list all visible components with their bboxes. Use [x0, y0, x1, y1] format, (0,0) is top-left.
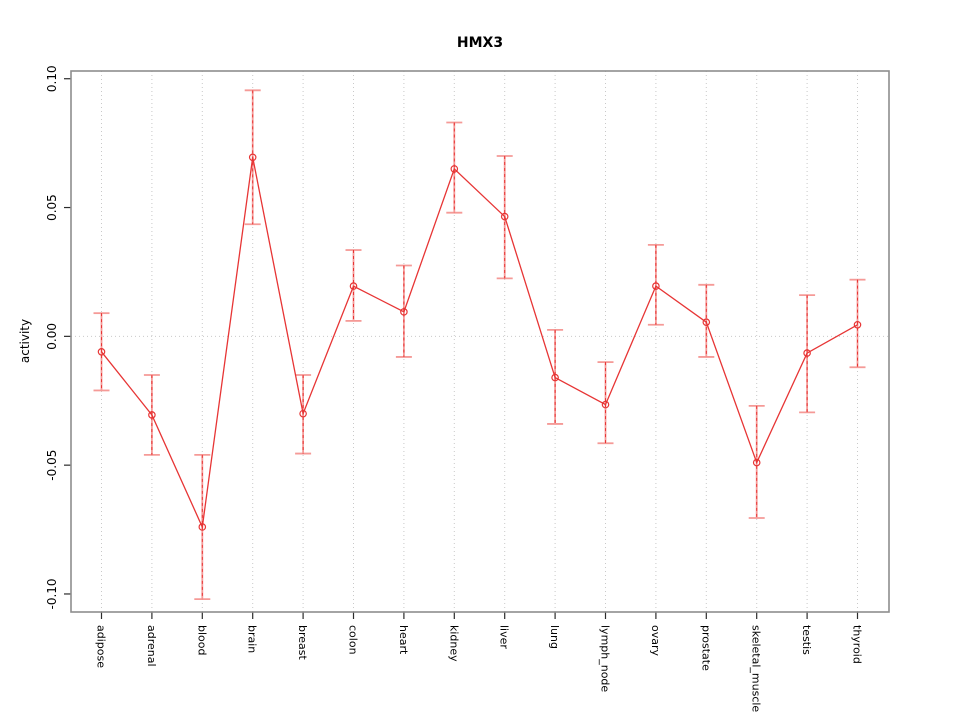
x-tick-label: lymph_node [599, 625, 612, 692]
data-point [752, 458, 761, 467]
y-axis-label: activity [18, 319, 32, 363]
x-tick-label: heart [397, 625, 410, 655]
x-tick-label: lung [548, 625, 561, 649]
series-line [100, 157, 858, 530]
data-point [500, 212, 509, 221]
y-tick-label: 0.10 [45, 65, 59, 92]
x-tick-label: ovary [649, 625, 662, 657]
plot-border [70, 70, 890, 613]
data-point [198, 523, 207, 531]
x-tick-label: thyroid [851, 625, 864, 664]
x-tick-label: liver [498, 625, 511, 649]
data-point [400, 308, 408, 316]
data-point [450, 165, 459, 173]
y-tick-label: 0.00 [45, 323, 59, 350]
x-tick-label: blood [195, 625, 208, 655]
data-point [551, 373, 559, 382]
data-point [148, 411, 156, 419]
x-tick-label: colon [347, 625, 360, 655]
data-point [299, 409, 307, 418]
y-tick-label: -0.10 [45, 578, 59, 609]
data-point [601, 400, 610, 409]
chart-title: HMX3 [457, 35, 503, 51]
data-point [248, 153, 257, 162]
y-tick-label: 0.05 [45, 194, 59, 221]
x-tick-label: adrenal [145, 625, 158, 667]
data-point [853, 320, 862, 329]
x-tick-label: adipose [95, 625, 108, 668]
x-tick-label: testis [800, 625, 813, 655]
data-point [702, 318, 711, 326]
data-point [803, 349, 811, 357]
data-point [349, 282, 358, 290]
x-tick-label: kidney [447, 625, 460, 662]
x-tick-label: breast [296, 625, 309, 661]
y-tick-label: -0.05 [45, 450, 59, 481]
data-point [652, 282, 660, 290]
x-tick-label: prostate [699, 625, 712, 671]
data-point [97, 348, 106, 356]
chart-graphics: 0.10 0.05 0.00 -0.05 -0.10 adipose adrenal bloo… [45, 65, 889, 712]
x-tick-label: brain [246, 625, 259, 653]
x-tick-label: skeletal_muscle [750, 625, 763, 712]
